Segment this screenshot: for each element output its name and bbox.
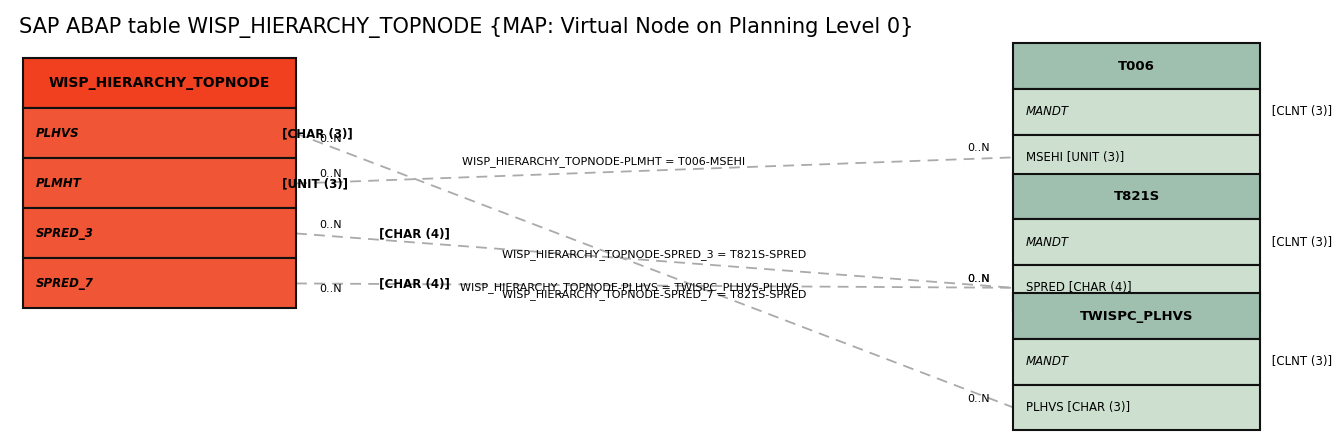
Text: SPRED_3: SPRED_3 (36, 227, 94, 240)
Text: PLMHT: PLMHT (36, 177, 82, 190)
Bar (23, 109, 295, 159)
Text: PLHVS: PLHVS (36, 127, 79, 140)
Bar (1013, 265, 1261, 311)
Text: PLHVS [CHAR (3)]: PLHVS [CHAR (3)] (1025, 401, 1130, 414)
Text: WISP_HIERARCHY_TOPNODE-SPRED_3 = T821S-SPRED: WISP_HIERARCHY_TOPNODE-SPRED_3 = T821S-S… (503, 249, 806, 260)
Bar (1013, 89, 1261, 135)
Text: SPRED_7: SPRED_7 (36, 277, 94, 290)
Text: SAP ABAP table WISP_HIERARCHY_TOPNODE {MAP: Virtual Node on Planning Level 0}: SAP ABAP table WISP_HIERARCHY_TOPNODE {M… (20, 17, 913, 38)
Text: WISP_HIERARCHY_TOPNODE-PLHVS = TWISPC_PLHVS-PLHVS: WISP_HIERARCHY_TOPNODE-PLHVS = TWISPC_PL… (460, 282, 798, 293)
Bar (23, 209, 295, 258)
Text: 0..N: 0..N (968, 143, 991, 153)
Text: MANDT: MANDT (1025, 355, 1068, 368)
Text: [CLNT (3)]: [CLNT (3)] (1267, 236, 1332, 249)
Text: [CHAR (4)]: [CHAR (4)] (374, 227, 449, 240)
Text: 0..N: 0..N (318, 220, 341, 230)
Bar (1013, 293, 1261, 339)
Bar (1013, 43, 1261, 89)
Bar (1013, 385, 1261, 430)
Bar (1013, 339, 1261, 385)
Text: 0..N: 0..N (968, 274, 991, 284)
Text: WISP_HIERARCHY_TOPNODE-SPRED_7 = T821S-SPRED: WISP_HIERARCHY_TOPNODE-SPRED_7 = T821S-S… (503, 289, 806, 300)
Text: WISP_HIERARCHY_TOPNODE-PLMHT = T006-MSEHI: WISP_HIERARCHY_TOPNODE-PLMHT = T006-MSEH… (463, 156, 745, 167)
Text: 0..N: 0..N (318, 134, 341, 144)
Text: TWISPC_PLHVS: TWISPC_PLHVS (1080, 310, 1194, 323)
Text: [CHAR (4)]: [CHAR (4)] (374, 277, 449, 290)
Text: SPRED [CHAR (4)]: SPRED [CHAR (4)] (1025, 281, 1131, 294)
Text: 0..N: 0..N (318, 169, 341, 179)
Bar (1013, 174, 1261, 219)
Bar (23, 159, 295, 209)
Text: 0..N: 0..N (968, 394, 991, 404)
Text: MANDT: MANDT (1025, 236, 1068, 249)
Text: 0..N: 0..N (968, 274, 991, 284)
Bar (23, 258, 295, 308)
Bar (1013, 219, 1261, 265)
Text: WISP_HIERARCHY_TOPNODE: WISP_HIERARCHY_TOPNODE (49, 77, 270, 90)
Text: MANDT: MANDT (1025, 105, 1068, 118)
Text: [CLNT (3)]: [CLNT (3)] (1267, 105, 1332, 118)
Text: [CLNT (3)]: [CLNT (3)] (1267, 355, 1332, 368)
Text: [UNIT (3)]: [UNIT (3)] (278, 177, 348, 190)
Text: [CHAR (3)]: [CHAR (3)] (278, 127, 353, 140)
Text: T006: T006 (1118, 60, 1155, 73)
Text: T821S: T821S (1114, 190, 1161, 203)
Text: 0..N: 0..N (318, 284, 341, 294)
Bar (23, 58, 295, 109)
Bar (1013, 135, 1261, 180)
Text: MSEHI [UNIT (3)]: MSEHI [UNIT (3)] (1025, 151, 1124, 164)
